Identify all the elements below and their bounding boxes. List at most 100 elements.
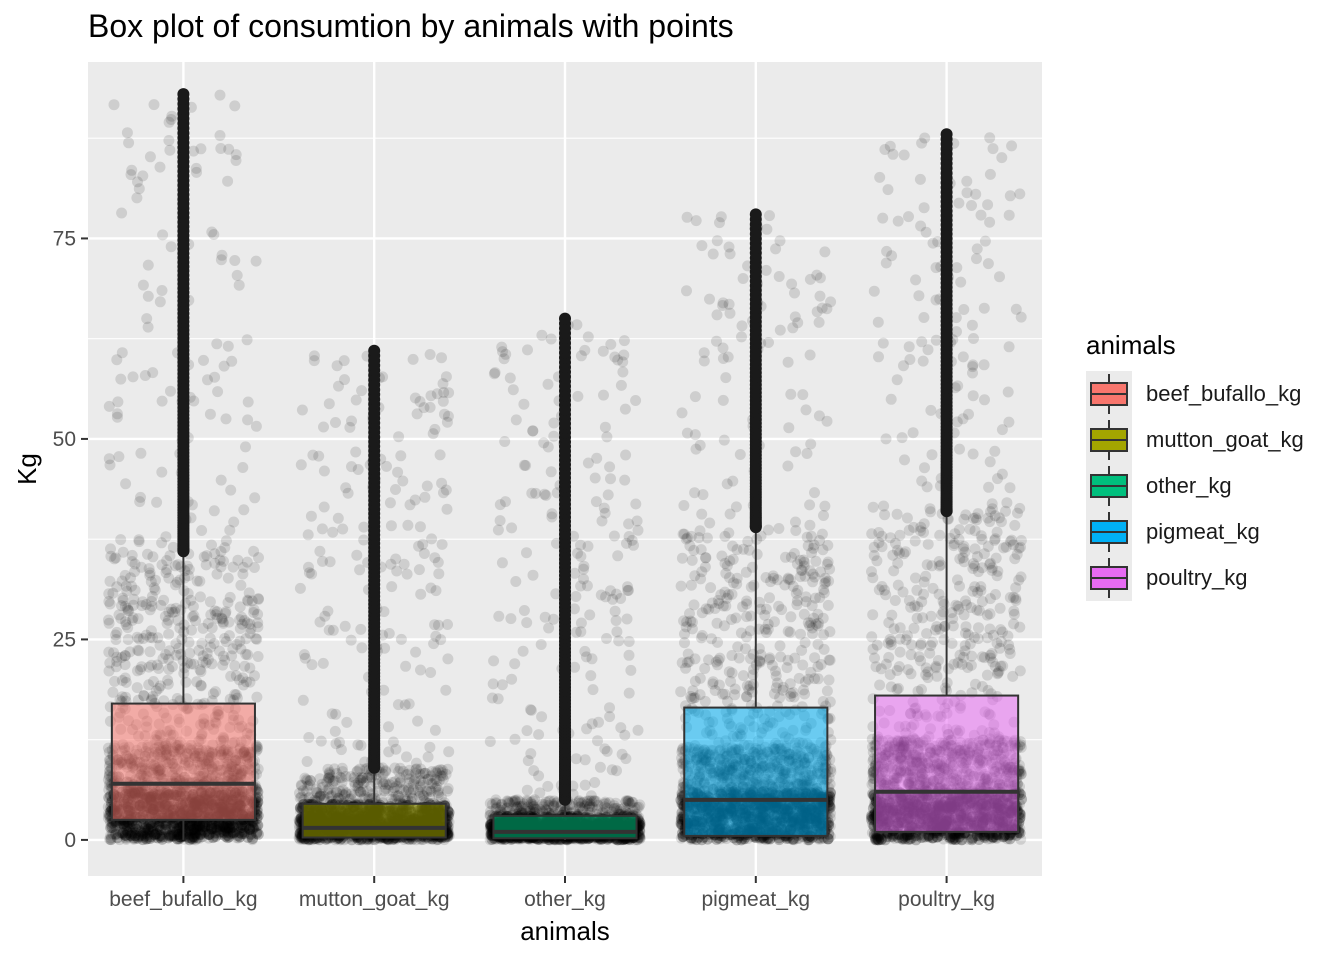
data-point (180, 676, 192, 688)
data-point (105, 543, 116, 555)
data-point (167, 830, 179, 842)
data-point (410, 646, 422, 658)
data-point (217, 650, 229, 662)
data-point (191, 676, 203, 688)
data-point (143, 818, 155, 830)
data-point (131, 631, 143, 643)
data-point (404, 499, 416, 511)
data-point (220, 823, 232, 835)
data-point (350, 394, 362, 406)
data-point (595, 589, 607, 601)
data-point (327, 775, 339, 787)
data-point (442, 410, 454, 422)
data-point (187, 833, 199, 845)
data-point (140, 822, 152, 834)
data-point (143, 827, 155, 839)
data-point (400, 660, 412, 672)
data-point (214, 89, 226, 101)
data-point (542, 378, 554, 390)
data-point (223, 630, 235, 642)
data-point (521, 547, 532, 559)
data-point (335, 744, 347, 756)
data-point (185, 594, 197, 606)
data-point (209, 557, 221, 569)
data-point (117, 595, 129, 606)
data-point (131, 682, 143, 694)
data-point (234, 614, 246, 626)
data-point (206, 539, 217, 551)
data-point (204, 828, 215, 840)
data-point (238, 827, 250, 839)
data-point (168, 820, 180, 831)
data-point (509, 733, 521, 745)
data-point (110, 661, 122, 673)
data-point (132, 644, 144, 656)
data-point (126, 830, 137, 842)
data-point (417, 538, 429, 550)
data-point (215, 546, 227, 557)
data-point (147, 551, 159, 563)
data-point (119, 650, 131, 662)
data-point (235, 579, 247, 591)
data-point (484, 736, 496, 747)
data-point (522, 344, 533, 356)
data-point (154, 161, 166, 173)
data-point (317, 555, 328, 567)
data-point (241, 334, 253, 346)
data-point (249, 492, 261, 504)
data-point (242, 594, 254, 606)
data-point (414, 790, 426, 802)
data-point (394, 772, 406, 784)
data-point (229, 689, 241, 700)
data-point (134, 664, 146, 676)
data-point (212, 386, 224, 398)
data-point (418, 790, 430, 802)
data-point (376, 793, 387, 805)
data-point (173, 825, 185, 837)
data-point (206, 821, 217, 833)
data-point (570, 626, 582, 638)
data-point (315, 735, 327, 747)
data-point (111, 408, 123, 420)
data-point (332, 793, 344, 805)
data-point (247, 823, 259, 835)
data-point (156, 285, 168, 296)
data-point (410, 767, 422, 779)
data-point (232, 830, 244, 842)
data-point (605, 473, 616, 485)
data-point (171, 576, 183, 588)
data-point (202, 374, 213, 386)
data-point (244, 662, 256, 674)
data-point (161, 618, 173, 629)
data-point (578, 560, 590, 572)
data-point (210, 686, 221, 698)
data-point (168, 821, 180, 833)
data-point (234, 635, 246, 647)
data-point (619, 474, 631, 486)
data-point (199, 826, 211, 837)
data-point (123, 831, 134, 843)
data-point (143, 832, 154, 844)
data-point (352, 464, 364, 475)
data-point (188, 818, 200, 830)
data-point (215, 825, 227, 837)
data-point (197, 820, 208, 832)
data-point (224, 524, 236, 536)
data-point (147, 691, 159, 702)
data-point (231, 832, 243, 844)
data-point (152, 632, 164, 644)
data-point (401, 568, 413, 580)
data-point (193, 644, 205, 656)
data-point (154, 824, 166, 836)
data-point (119, 569, 131, 581)
data-point (133, 534, 145, 546)
data-point (522, 755, 534, 767)
data-point (305, 775, 317, 787)
data-point (409, 494, 421, 506)
data-point (122, 827, 134, 838)
data-point (170, 579, 181, 591)
data-point (239, 821, 251, 832)
data-point (427, 428, 439, 440)
data-point (424, 349, 436, 360)
data-point (111, 354, 123, 366)
